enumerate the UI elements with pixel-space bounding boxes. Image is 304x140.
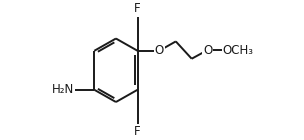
- Text: OCH₃: OCH₃: [223, 44, 254, 57]
- Text: O: O: [155, 44, 164, 57]
- Text: F: F: [134, 2, 141, 15]
- Text: O: O: [203, 44, 212, 57]
- Text: F: F: [134, 125, 141, 138]
- Text: H₂N: H₂N: [52, 83, 74, 96]
